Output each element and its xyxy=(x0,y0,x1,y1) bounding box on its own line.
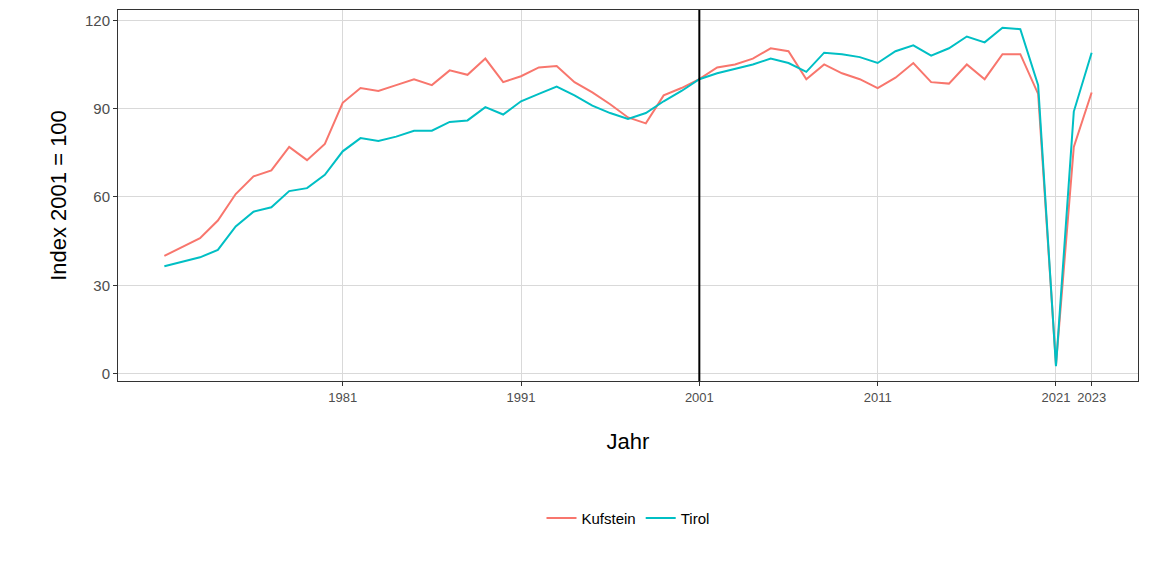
svg-text:60: 60 xyxy=(93,188,110,205)
svg-text:2021: 2021 xyxy=(1042,390,1071,405)
svg-text:30: 30 xyxy=(93,277,110,294)
svg-text:Index 2001 = 100: Index 2001 = 100 xyxy=(46,110,71,281)
svg-text:90: 90 xyxy=(93,100,110,117)
svg-text:1991: 1991 xyxy=(507,390,536,405)
svg-text:Kufstein: Kufstein xyxy=(582,510,636,527)
svg-text:Tirol: Tirol xyxy=(681,510,710,527)
svg-text:1981: 1981 xyxy=(328,390,357,405)
svg-text:2011: 2011 xyxy=(864,390,892,405)
svg-text:2023: 2023 xyxy=(1077,390,1106,405)
svg-text:Jahr: Jahr xyxy=(607,429,650,454)
svg-text:120: 120 xyxy=(85,12,110,29)
svg-text:2001: 2001 xyxy=(685,390,714,405)
svg-text:0: 0 xyxy=(102,365,110,382)
